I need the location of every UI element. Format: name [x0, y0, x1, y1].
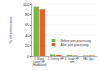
svg-text:2. Density HP: 2. Density HP [48, 57, 64, 61]
svg-text:60: 60 [25, 22, 30, 27]
svg-text:3. Inside HP: 3. Inside HP [64, 57, 80, 61]
svg-text:80: 80 [25, 12, 30, 17]
svg-text:(sawn) HP: (sawn) HP [32, 60, 46, 64]
svg-text:PAC (by-): PAC (by-) [83, 57, 94, 61]
svg-text:Before joint processing: Before joint processing [60, 38, 91, 43]
svg-text:After joint processing: After joint processing [60, 43, 88, 47]
svg-text:100: 100 [23, 2, 30, 7]
svg-text:1. Wood: 1. Wood [34, 57, 45, 61]
svg-text:40: 40 [25, 33, 30, 38]
svg-text:(Hardboard): (Hardboard) [32, 63, 46, 67]
svg-text:0: 0 [27, 54, 30, 59]
svg-text:20: 20 [25, 43, 30, 48]
svg-text:rem.: rem. [70, 60, 75, 64]
svg-text:% of emissions: % of emissions [8, 17, 13, 44]
